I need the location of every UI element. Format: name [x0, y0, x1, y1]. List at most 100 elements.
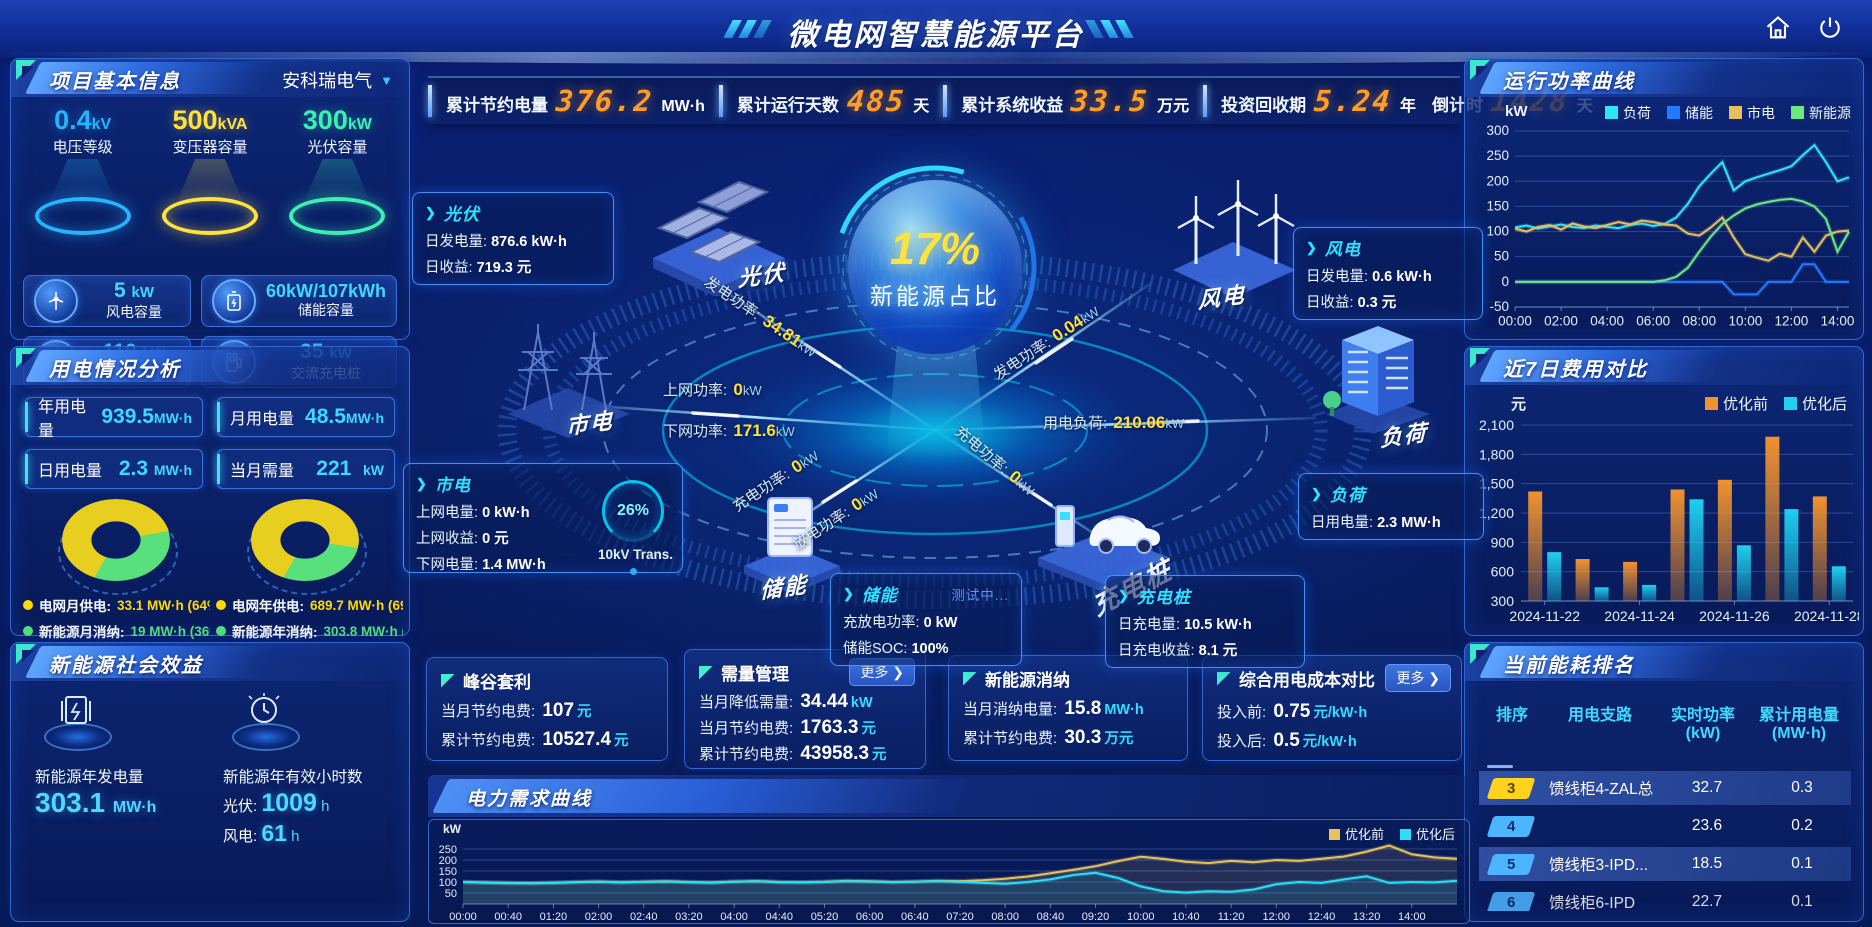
- grid-towers-icon: [498, 318, 638, 443]
- table-header: 排序 用电支路 实时功率 (kW) 累计用电量 (MW·h): [1495, 707, 1839, 742]
- svg-text:14:00: 14:00: [1821, 314, 1855, 329]
- svg-text:06:40: 06:40: [901, 911, 929, 922]
- corner-glyph-icon: [963, 671, 977, 686]
- year-supply-donut: [246, 499, 367, 595]
- charger-info-box: ❯ 充电桩 日充电量: 10.5 kW·h 日充电收益: 8.1 元: [1105, 575, 1305, 668]
- svg-text:01:20: 01:20: [540, 911, 568, 922]
- kpi-value: 33.5: [1070, 84, 1151, 118]
- wind-turbine-icon: [34, 279, 78, 323]
- title-decor-right: [1085, 20, 1160, 38]
- svg-text:10:00: 10:00: [1728, 314, 1762, 329]
- svg-text:2024-11-24: 2024-11-24: [1604, 608, 1675, 624]
- panel-corner-icon: [16, 60, 38, 82]
- panel-title: 电力需求曲线: [466, 789, 593, 810]
- panel-title: 用电情况分析: [49, 359, 181, 381]
- power-curve-panel: 运行功率曲线 kW 负荷 储能 市电 新能源 300 250 200 150 100 50…: [1464, 58, 1864, 340]
- panel-title: 当前能耗排名: [1503, 655, 1635, 677]
- month-demand-chip: 当月需量 221 kW: [217, 449, 395, 489]
- grid-info-box: ❯ 市电 上网电量: 0 kW·h 上网收益: 0 元 下网电量: 1.4 MW·…: [403, 463, 683, 575]
- svg-text:02:40: 02:40: [630, 911, 658, 922]
- svg-text:12:00: 12:00: [1775, 314, 1809, 329]
- more-button[interactable]: 更多 ❯: [1385, 664, 1451, 692]
- month-usage-chip: 月用电量 48.5MW·h: [217, 397, 395, 437]
- year-usage-chip: 年用电量 939.5MW·h: [25, 397, 203, 440]
- demand-legend: 优化前 优化后: [1328, 824, 1455, 843]
- page-title: 微电网智慧能源平台: [787, 19, 1085, 52]
- svg-text:04:00: 04:00: [1590, 314, 1624, 329]
- svg-text:1,200: 1,200: [1479, 505, 1514, 521]
- svg-text:50: 50: [445, 888, 457, 900]
- wind-capacity-card: 5 kW 风电容量: [23, 275, 191, 327]
- energy-flow-diagram: 17% 新能源占比: [408, 118, 1470, 658]
- load-node-label: 负荷: [1380, 419, 1428, 452]
- load-building-icon: [1308, 314, 1438, 441]
- solar-node-label: 光伏: [738, 259, 786, 292]
- kpi-run-days: 累计运行天数 485 天: [736, 84, 930, 118]
- svg-text:0: 0: [1501, 274, 1509, 289]
- storage-node-label: 储能: [760, 571, 808, 604]
- energy-pedestal-icon: [41, 691, 112, 753]
- kpi-separator: [718, 85, 723, 117]
- day-usage-chip: 日用电量 2.3 MW·h: [25, 449, 203, 489]
- svg-text:1,800: 1,800: [1479, 446, 1514, 462]
- home-icon[interactable]: [1764, 14, 1792, 42]
- glow-ring: [289, 197, 386, 235]
- kpi-separator: [943, 85, 948, 117]
- corner-glyph-icon: [699, 665, 713, 680]
- storage-capacity-card: 60kW/107kWh 储能容量: [200, 275, 397, 327]
- voltage-cone: 0.4kV 电压等级: [19, 105, 146, 235]
- energy-ranking-panel: 当前能耗排名 排序 用电支路 实时功率 (kW) 累计用电量 (MW·h) 3 馈线…: [1464, 642, 1864, 922]
- svg-text:200: 200: [1486, 173, 1509, 188]
- svg-text:08:00: 08:00: [1682, 314, 1716, 329]
- social-benefit-panel: 新能源社会效益 新能源年发电量 303.1 MW·h 减少碳排放 节约标准煤 新…: [10, 642, 410, 922]
- wind-turbines-icon: [1158, 158, 1308, 313]
- kpi-value: 376.2: [554, 84, 655, 118]
- svg-text:07:20: 07:20: [946, 911, 974, 922]
- cost-legend: 优化前 优化后: [1704, 393, 1847, 414]
- svg-text:2024-11-22: 2024-11-22: [1509, 608, 1580, 624]
- legend-dot: [23, 600, 33, 610]
- arrow-icon: ❯: [416, 475, 428, 491]
- glow-ring: [34, 197, 131, 235]
- wind-node-label: 风电: [1198, 281, 1246, 314]
- y-axis-unit: 元: [1511, 396, 1527, 413]
- svg-text:06:00: 06:00: [1636, 314, 1670, 329]
- pv-capacity-cone: 300kW 光伏容量: [274, 105, 401, 235]
- y-axis-unit: kW: [443, 822, 461, 836]
- svg-text:600: 600: [1491, 564, 1515, 580]
- project-info-panel: 项目基本信息 安科瑞电气 ▼ 0.4kV 电压等级 500kVA 变压器容量 3…: [10, 58, 410, 388]
- svg-text:03:20: 03:20: [675, 911, 703, 922]
- arrow-icon: ❯: [1118, 587, 1130, 603]
- svg-text:12:00: 12:00: [1263, 911, 1291, 922]
- table-row[interactable]: 5 馈线柜3-IPD... 18.5 0.1: [1479, 847, 1851, 881]
- svg-text:08:40: 08:40: [1037, 911, 1065, 922]
- table-row[interactable]: 3 馈线柜4-ZAL总 32.7 0.3: [1479, 771, 1851, 805]
- wind-info-box: ❯ 风电 日发电量: 0.6 kW·h 日收益: 0.3 元: [1293, 227, 1483, 320]
- power-icon[interactable]: [1816, 14, 1844, 42]
- table-row[interactable]: 4 23.6 0.2: [1479, 809, 1851, 843]
- month-donut-legend: 电网月供电:33.1 MW·h (64%) 新能源月消纳:19 MW·h (36…: [23, 595, 210, 647]
- svg-text:10:00: 10:00: [1127, 911, 1155, 922]
- kpi-total-income: 累计系统收益 33.5 万元: [961, 84, 1190, 118]
- wind-hours-stat: 风电: 61 h: [223, 820, 300, 846]
- feed-in-power-flow: 上网功率: 0kW: [663, 380, 762, 399]
- svg-text:02:00: 02:00: [1544, 314, 1578, 329]
- chevron-down-icon: ▼: [380, 72, 393, 88]
- solar-panels-icon: [633, 166, 793, 301]
- renewable-share-value: 17%: [889, 223, 981, 274]
- svg-text:2024-11-26: 2024-11-26: [1699, 608, 1770, 624]
- svg-text:08:00: 08:00: [991, 911, 1019, 922]
- svg-text:04:40: 04:40: [766, 911, 794, 922]
- svg-text:300: 300: [1491, 593, 1515, 609]
- cost-comparison-panel: 综合用电成本对比 更多 ❯ 投入前: 0.75 元/kW·h 投入后: 0.5 元/…: [1202, 655, 1462, 761]
- panel-title: 项目基本信息: [49, 71, 181, 93]
- svg-text:06:00: 06:00: [856, 911, 884, 922]
- table-row[interactable]: 6 馈线柜6-IPD 22.7 0.1: [1479, 885, 1851, 911]
- grid-node-label: 市电: [566, 407, 614, 440]
- svg-text:100: 100: [1486, 224, 1509, 239]
- rank-badge: 6: [1486, 891, 1536, 911]
- company-selector[interactable]: 安科瑞电气 ▼: [282, 71, 393, 91]
- transformer-cone: 500kVA 变压器容量: [146, 105, 273, 235]
- svg-text:02:00: 02:00: [585, 911, 613, 922]
